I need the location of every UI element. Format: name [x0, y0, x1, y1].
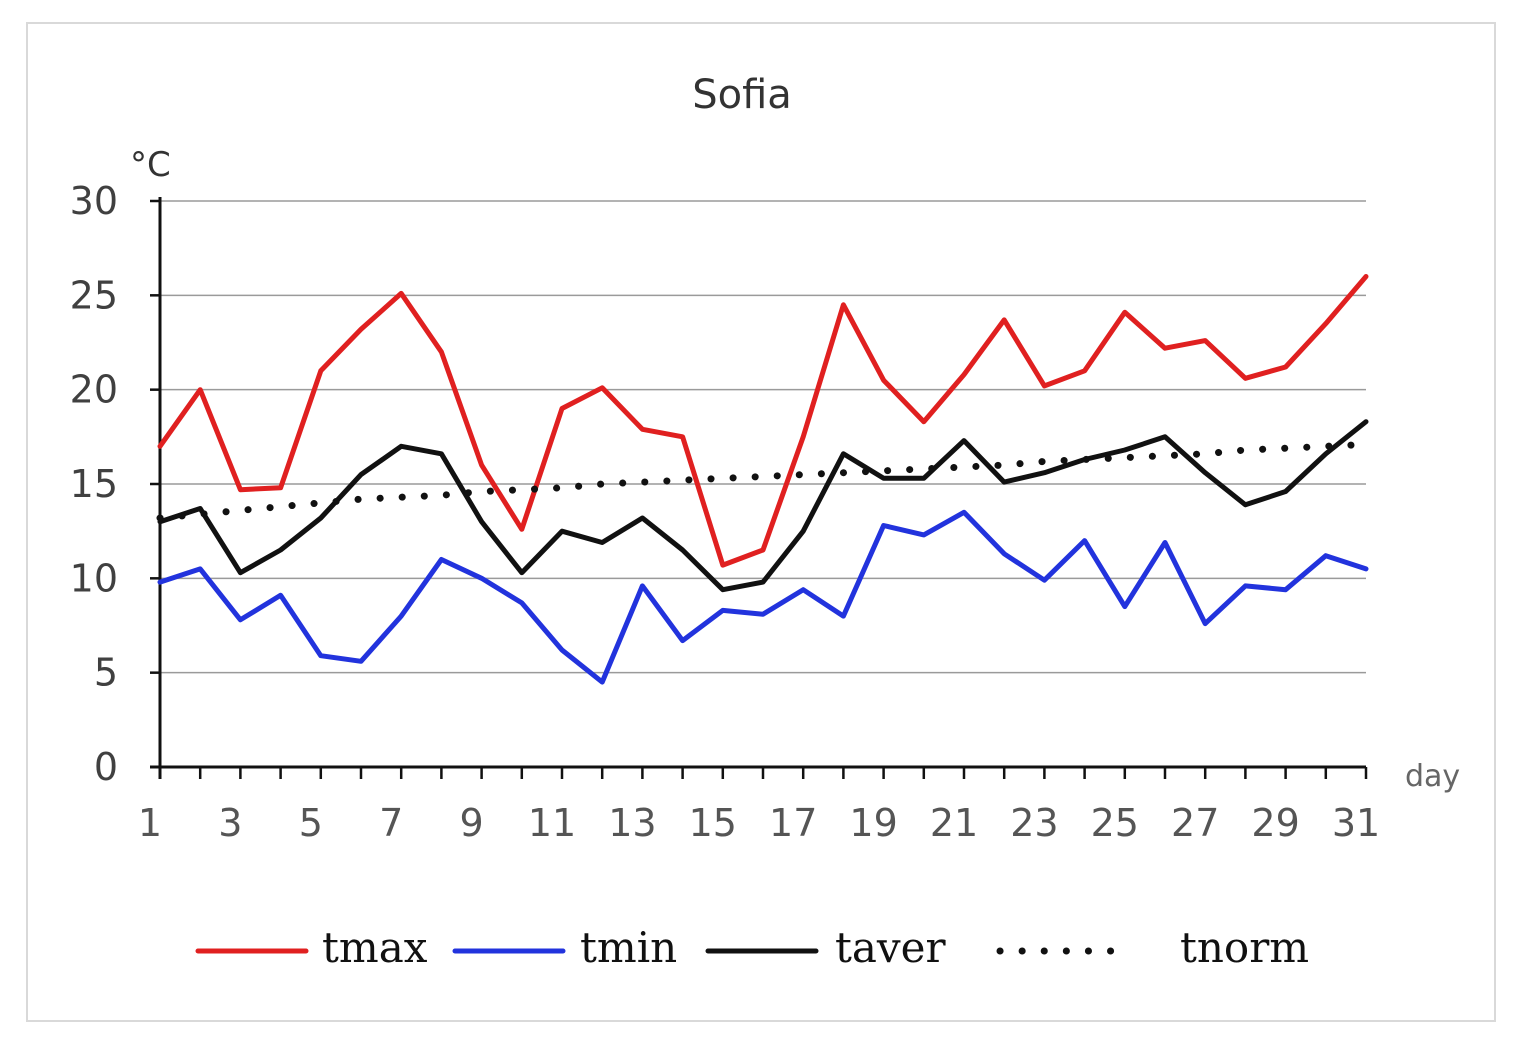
legend-item-tmin: tmin	[452, 923, 677, 972]
x-tick-label: 21	[930, 801, 978, 845]
x-tick-label: 11	[528, 801, 576, 845]
x-tick-label: 25	[1091, 801, 1139, 845]
x-tick-label: 31	[1332, 801, 1380, 845]
y-tick-label: 5	[94, 651, 118, 695]
y-tick-labels: 0 5 10 15 20 25 30	[70, 179, 118, 789]
x-tick-labels: 1 3 5 7 9 11 13 15 17 19 21 23 25 27 29 31	[138, 801, 1380, 845]
y-tick-label: 20	[70, 368, 118, 412]
y-tick-label: 10	[70, 556, 118, 600]
y-tick-label: 15	[70, 462, 118, 506]
x-tick-label: 7	[379, 801, 403, 845]
series-tnorm-line	[156, 440, 1370, 522]
y-axis-unit-label: °C	[130, 145, 171, 185]
gridlines	[160, 200, 1366, 674]
chart-frame	[26, 22, 1496, 1022]
series-tmin-line	[157, 509, 1369, 685]
series-taver-line	[157, 419, 1369, 593]
legend-label-tnorm: tnorm	[1180, 923, 1309, 972]
chart-title: Sofia	[692, 72, 792, 118]
y-tick-label: 30	[70, 179, 118, 223]
legend-item-tmax: tmax	[195, 923, 428, 972]
x-tick-label: 1	[138, 801, 162, 845]
x-tick-label: 13	[608, 801, 656, 845]
y-tick-label: 25	[70, 273, 118, 317]
y-tick-label: 0	[94, 745, 118, 789]
series-tmax-line	[157, 274, 1369, 568]
x-tick-label: 5	[299, 801, 323, 845]
x-tick-label: 29	[1251, 801, 1299, 845]
x-tick-label: 19	[849, 801, 897, 845]
x-tick-label: 23	[1010, 801, 1058, 845]
legend-label-tmax: tmax	[322, 923, 428, 972]
x-tick-label: 3	[218, 801, 242, 845]
legend-item-tnorm: tnorm	[996, 923, 1309, 972]
legend: tmax tmin taver tnorm	[195, 923, 1309, 972]
series-lines	[156, 274, 1370, 685]
x-tick-label: 27	[1171, 801, 1219, 845]
x-tick-label: 17	[769, 801, 817, 845]
legend-label-tmin: tmin	[580, 923, 677, 972]
legend-item-taver: taver	[705, 923, 947, 972]
axes	[150, 197, 1368, 779]
legend-label-taver: taver	[835, 923, 947, 972]
x-tick-label: 15	[689, 801, 737, 845]
x-tick-label: 9	[460, 801, 484, 845]
x-axis-unit-label: day	[1405, 759, 1460, 794]
